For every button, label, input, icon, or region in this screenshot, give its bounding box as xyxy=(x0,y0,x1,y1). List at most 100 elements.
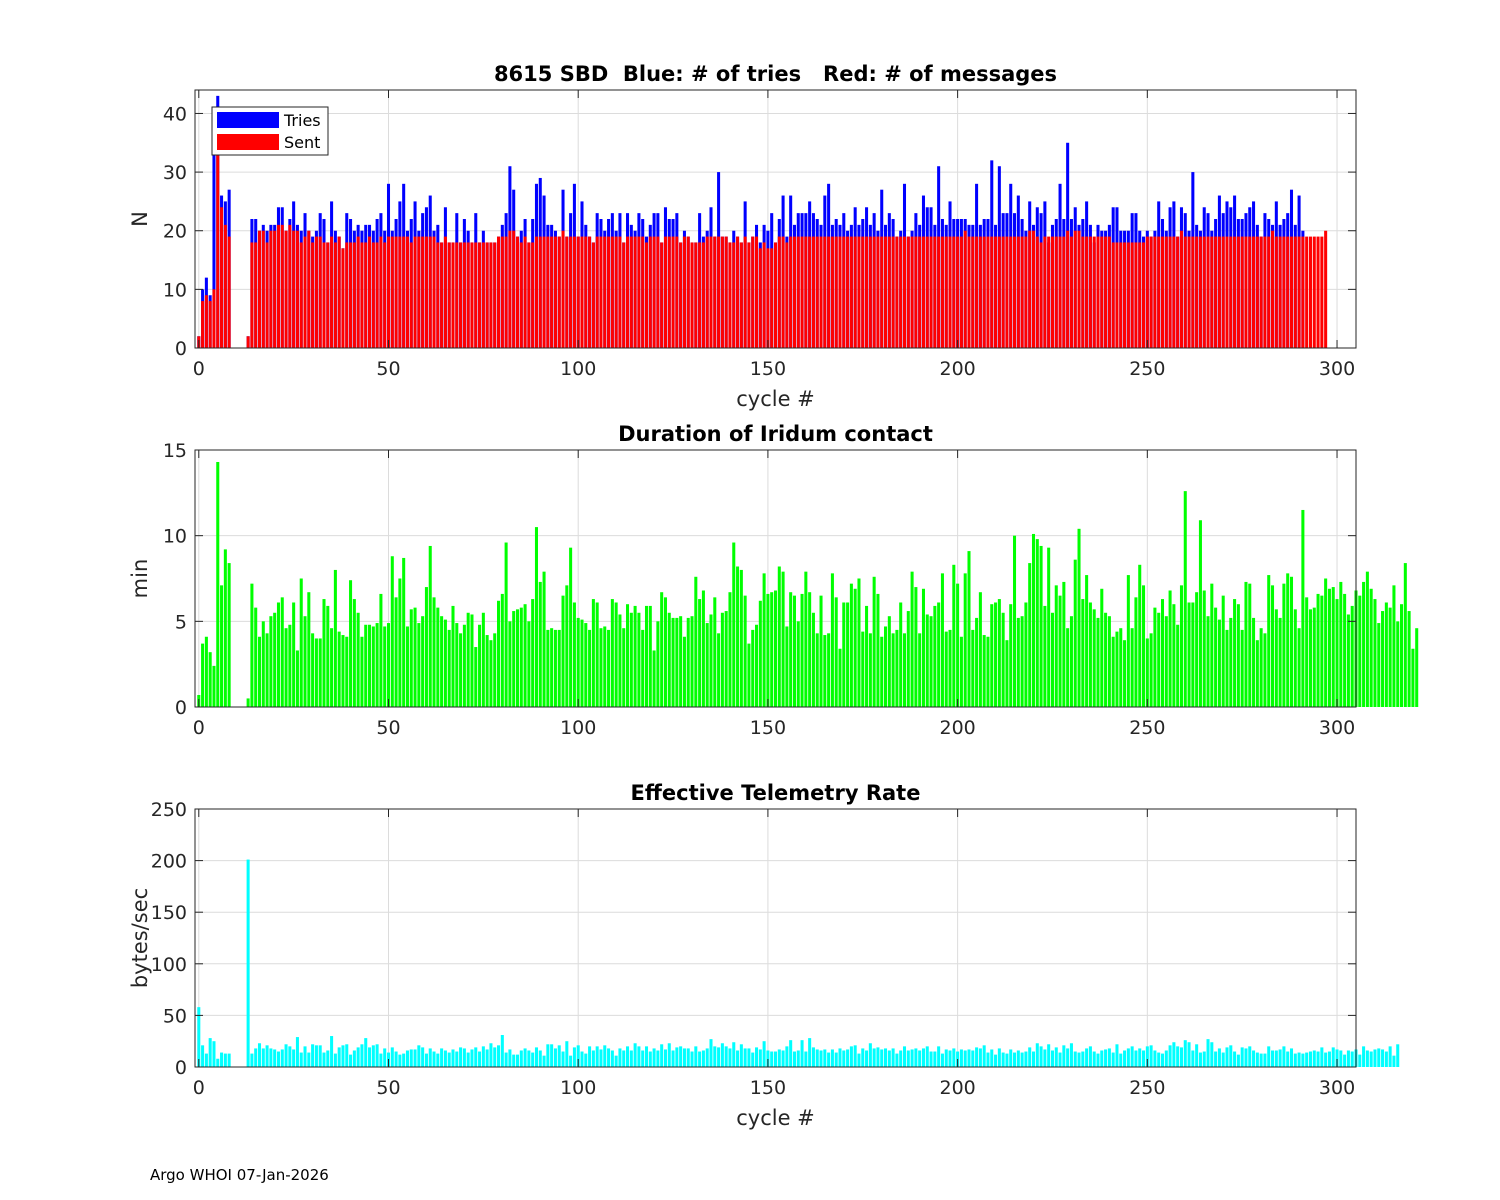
rate-bar-rate xyxy=(944,1049,948,1067)
duration-bar-duration xyxy=(876,593,880,707)
rate-bar-rate xyxy=(751,1052,755,1067)
duration-bar-duration xyxy=(1126,575,1130,707)
tries-bar-sent xyxy=(1164,236,1168,348)
rate-bar-rate xyxy=(1069,1043,1073,1067)
duration-bar-duration xyxy=(1255,640,1259,707)
tries-bar-sent xyxy=(1301,236,1305,348)
tries-bar-sent xyxy=(246,336,250,348)
duration-bar-duration xyxy=(629,612,633,707)
axes-frame xyxy=(194,449,1357,708)
tries-bar-sent xyxy=(633,236,637,348)
duration-bar-duration xyxy=(1077,528,1081,707)
rate-bar-rate xyxy=(1271,1050,1275,1067)
tries-bar-sent xyxy=(660,242,664,348)
tries-bar-sent xyxy=(333,242,337,348)
tries-bar-sent xyxy=(781,236,785,348)
duration-bar-duration xyxy=(314,638,318,707)
rate-bar-rate xyxy=(1267,1046,1271,1067)
duration-bar-duration xyxy=(944,631,948,707)
tries-bar-sent xyxy=(1233,236,1237,348)
tries-bar-sent xyxy=(967,236,971,348)
duration-bar-duration xyxy=(440,616,444,707)
duration-bar-duration xyxy=(853,588,857,707)
rate-bar-rate xyxy=(887,1050,891,1067)
duration-bar-duration xyxy=(891,633,895,707)
duration-bar-duration xyxy=(675,617,679,707)
rate-bar-rate xyxy=(459,1047,463,1067)
rate-bar-rate xyxy=(265,1045,269,1067)
rate-bar-rate xyxy=(1119,1053,1123,1067)
tries-bar-sent xyxy=(288,224,292,348)
duration-bar-duration xyxy=(345,636,349,707)
rate-bar-rate xyxy=(717,1047,721,1067)
duration-bar-duration xyxy=(254,607,258,707)
tries-bar-sent xyxy=(1028,230,1032,348)
rate-bar-rate xyxy=(394,1051,398,1067)
rate-bar-rate xyxy=(667,1043,671,1067)
duration-bar-duration xyxy=(246,698,250,707)
tries-bar-sent xyxy=(887,236,891,348)
tries-bar-sent xyxy=(861,236,865,348)
rate-bar-rate xyxy=(584,1053,588,1067)
duration-bar-duration xyxy=(925,614,929,707)
panel-contact-duration: 0 50 100 150 200 250 300 0 5 10 15 Duration of Irid… xyxy=(128,422,1419,739)
rate-bar-rate xyxy=(997,1048,1001,1067)
tries-bar-sent xyxy=(925,236,929,348)
tries-bar-sent xyxy=(789,236,793,348)
tries-bar-sent xyxy=(1308,236,1312,348)
legend-swatch-tries xyxy=(217,112,279,128)
duration-bar-duration xyxy=(413,607,417,707)
duration-bar-duration xyxy=(1282,583,1286,707)
duration-bar-duration xyxy=(1035,539,1039,707)
tries-bar-sent xyxy=(1047,236,1051,348)
duration-bar-duration xyxy=(1293,609,1297,707)
duration-bar-duration xyxy=(679,616,683,707)
tries-bar-sent xyxy=(576,236,580,348)
duration-bar-duration xyxy=(307,592,311,707)
duration-bar-duration xyxy=(257,636,262,707)
duration-bar-duration xyxy=(478,624,482,707)
tries-bar-sent xyxy=(701,242,705,348)
rate-bar-rate xyxy=(925,1046,929,1067)
rate-bar-rate xyxy=(1198,1052,1202,1067)
duration-bar-duration xyxy=(1198,520,1202,707)
rate-bar-rate xyxy=(269,1048,273,1067)
duration-bar-duration xyxy=(269,616,273,707)
tries-bar-sent xyxy=(561,230,565,348)
x-tick-label: 200 xyxy=(939,717,975,739)
rate-bar-rate xyxy=(246,859,250,1067)
tries-bar-sent xyxy=(204,295,208,348)
duration-bar-duration xyxy=(1020,616,1024,707)
duration-bar-duration xyxy=(227,563,231,707)
tries-bar-sent xyxy=(284,230,288,348)
rate-bar-rate xyxy=(1187,1042,1191,1067)
duration-bar-duration xyxy=(493,633,497,707)
duration-bar-duration xyxy=(652,650,656,707)
tries-bar-sent xyxy=(280,224,284,348)
tries-bar-sent xyxy=(610,236,614,348)
duration-bar-duration xyxy=(250,583,254,707)
tries-bar-sent xyxy=(459,242,463,348)
rate-bar-rate xyxy=(569,1055,573,1067)
rate-bar-rate xyxy=(368,1047,372,1067)
tries-bar-sent xyxy=(766,248,770,348)
rate-bar-rate xyxy=(451,1049,455,1067)
rate-bar-rate xyxy=(538,1050,542,1067)
rate-bar-rate xyxy=(792,1051,796,1067)
rate-bar-rate xyxy=(1248,1046,1252,1067)
duration-bar-duration xyxy=(967,551,971,707)
rate-bar-rate xyxy=(865,1050,869,1067)
tries-bar-sent xyxy=(607,236,611,348)
tries-bar-sent xyxy=(1085,236,1089,348)
rate-bar-rate xyxy=(261,1048,265,1067)
duration-bar-duration xyxy=(773,590,778,707)
rate-bar-rate xyxy=(1009,1049,1013,1067)
duration-bar-duration xyxy=(997,599,1001,707)
duration-bar-duration xyxy=(572,602,576,707)
duration-bar-duration xyxy=(1153,607,1157,707)
tries-bar-sent xyxy=(345,242,349,348)
chart-title: 8615 SBD Blue: # of tries Red: # of mess… xyxy=(494,62,1057,86)
duration-bar-duration xyxy=(428,545,432,707)
rate-bar-rate xyxy=(1301,1053,1305,1067)
rate-bar-rate xyxy=(254,1048,258,1067)
